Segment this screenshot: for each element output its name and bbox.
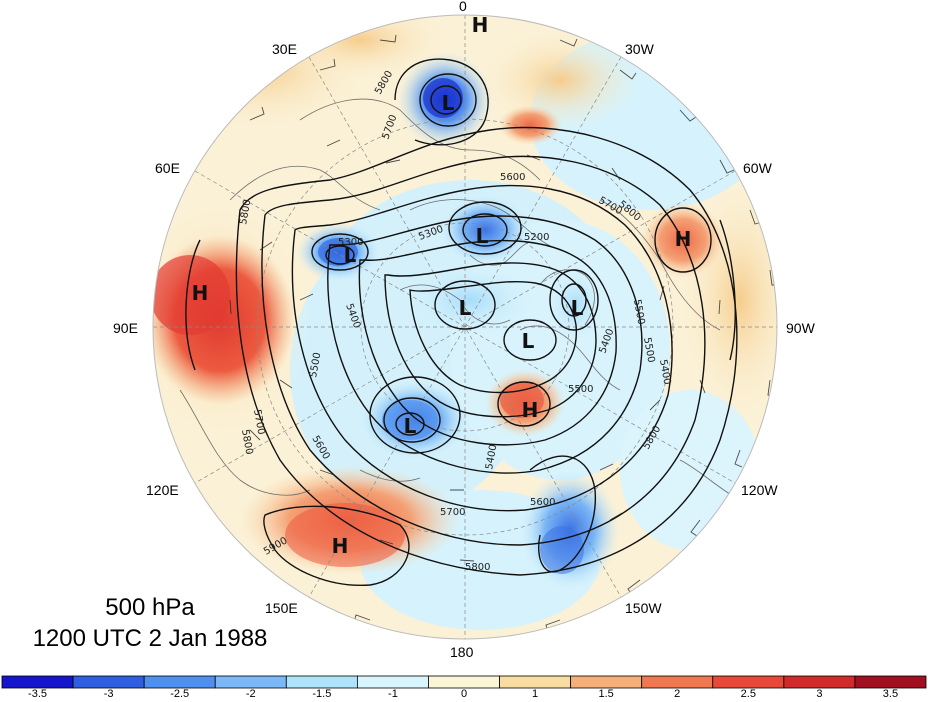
- colorbar-swatch: [641, 675, 714, 689]
- contour-label: 5500: [568, 384, 593, 395]
- contour-label: 5700: [251, 409, 266, 436]
- contour-label: 5500: [641, 337, 656, 364]
- colorbar-tick-label: -3.5: [28, 688, 48, 700]
- graticule: [153, 15, 777, 639]
- colorbar-swatch: [143, 675, 216, 689]
- pressure-center-high-alaska: H: [522, 398, 539, 422]
- colorbar-tick-label: -2: [245, 688, 256, 700]
- colorbar-tick-label: 0: [460, 688, 468, 700]
- lon-label-90w: 90W: [786, 320, 815, 336]
- pressure-center-low-east-siberia: L: [404, 414, 417, 438]
- lon-label-120w: 120W: [741, 482, 778, 498]
- lon-label-60e: 60E: [155, 160, 180, 176]
- colorbar-tick-label: 1.5: [598, 688, 614, 700]
- lon-label-150e: 150E: [265, 600, 298, 616]
- contour-label: 5500: [631, 299, 646, 326]
- colorbar-swatch: [214, 675, 287, 689]
- contour-label: 5800: [239, 429, 254, 456]
- colorbar-swatch: [570, 675, 643, 689]
- lon-label-150w: 150W: [625, 600, 662, 616]
- lon-label-120e: 120E: [146, 482, 179, 498]
- contour-label: 5400: [484, 444, 499, 471]
- height-contours: [185, 58, 738, 587]
- colorbar-tick-label: -3: [103, 688, 114, 700]
- pressure-center-low-canadian-arctic: L: [522, 329, 535, 353]
- lon-label-90e: 90E: [113, 320, 138, 336]
- colorbar: [1, 675, 927, 689]
- contour-label: 5800: [238, 199, 253, 226]
- pressure-center-low-west-siberia: L: [344, 243, 357, 267]
- colorbar-swatch: [72, 675, 145, 689]
- colorbar-swatch: [1, 675, 74, 689]
- colorbar-tick-label: -1.5: [312, 688, 332, 700]
- pressure-centers: H L H H L L L L L L H H: [192, 13, 692, 558]
- pressure-center-high-north-atlantic: H: [675, 227, 692, 251]
- contour-label: 5400: [657, 359, 672, 386]
- colorbar-tick-label: 3: [816, 688, 823, 700]
- colorbar-swatch: [499, 675, 572, 689]
- pressure-center-low-polar-cap: L: [476, 224, 489, 248]
- colorbar-tick-label: 3.5: [882, 688, 899, 700]
- lon-label-60w: 60W: [743, 160, 772, 176]
- contour-label: 5600: [530, 497, 555, 508]
- colorbar-swatch: [428, 675, 500, 689]
- colorbar-swatch: [712, 675, 785, 689]
- colorbar-swatch: [854, 675, 927, 689]
- contour-label: 5800: [465, 562, 490, 573]
- pressure-center-high-central-asia: H: [192, 281, 209, 305]
- pressure-center-high-north-pacific: H: [332, 534, 349, 558]
- lon-label-0: 0: [459, 0, 467, 14]
- caption-datetime: 1200 UTC 2 Jan 1988: [32, 625, 268, 652]
- colorbar-swatch: [783, 675, 856, 689]
- map-boundary: [152, 14, 778, 640]
- pressure-center-low-central-arctic: L: [459, 296, 472, 320]
- contour-label: 5500: [308, 352, 323, 379]
- lon-label-180: 180: [450, 644, 474, 660]
- pressure-center-high-north-pole-edge: H: [472, 13, 489, 37]
- colorbar-tick-label: 2: [674, 688, 681, 700]
- colorbar-swatch: [356, 675, 429, 689]
- colorbar-tick-label: -2.5: [170, 688, 190, 700]
- contour-label: 5200: [524, 232, 549, 243]
- colorbar-swatch: [285, 675, 358, 689]
- contour-label: 5700: [440, 507, 465, 518]
- contour-label: 5600: [500, 172, 525, 183]
- coastlines: [179, 98, 741, 501]
- contour-label: 5300: [338, 237, 363, 248]
- pressure-center-low-scandinavia: L: [442, 91, 455, 115]
- colorbar-tick-label: 2.5: [740, 688, 756, 700]
- pressure-center-low-greenland: L: [571, 296, 584, 320]
- lon-label-30w: 30W: [625, 41, 654, 57]
- lon-label-30e: 30E: [272, 41, 297, 57]
- caption-level: 500 hPa: [105, 594, 195, 621]
- colorbar-tick-label: -1: [388, 688, 398, 700]
- colorbar-tick-label: 1: [532, 688, 539, 700]
